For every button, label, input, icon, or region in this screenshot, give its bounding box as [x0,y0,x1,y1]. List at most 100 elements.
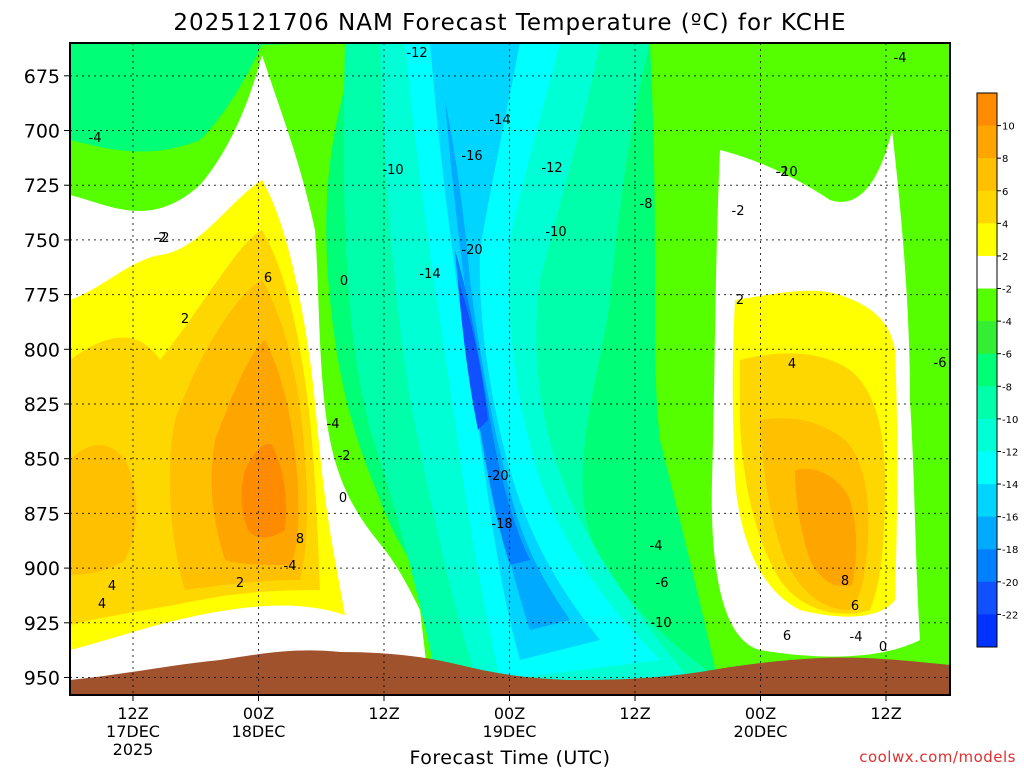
temp-band-neg14 [430,43,600,660]
temp-band-8 [241,443,287,538]
y-tick-label: 875 [24,503,60,525]
colorbar-frame [976,92,998,648]
colorbar-label: -12 [1002,447,1018,458]
contour-label: 2 [236,576,244,591]
x-tick-year: 2025 [113,740,154,759]
contour-label: -4 [894,51,907,66]
x-tick-date: 20DEC [734,722,788,741]
contour-label: -14 [419,267,440,282]
colorbar-swatch [977,516,997,550]
x-tick-date: 17DEC [106,722,160,741]
terrain [70,650,950,695]
credit-text: coolwx.com/models [859,748,1016,766]
colorbar-swatch [977,93,997,127]
temp-band-left-orange [70,445,137,575]
contour-label: -4 [650,539,663,554]
y-tick-label: 900 [24,558,60,580]
y-tick-label: 700 [24,121,60,143]
colorbar-swatch [977,321,997,355]
colorbar-swatch [977,158,997,192]
temp-band-neg20 [458,280,488,430]
contour-label: -10 [545,225,566,240]
contour-label: -12 [541,161,562,176]
contour-label: -8 [640,197,653,212]
x-tick-label: 12Z [117,704,148,723]
contour-label: -18 [491,517,512,532]
colorbar-swatch [977,255,997,290]
x-tick-date: 18DEC [232,722,286,741]
contour-label: -4 [89,131,102,146]
colorbar-swatch [977,451,997,485]
y-tick-label: 675 [24,66,60,88]
contour-label: -14 [489,113,510,128]
contour-label: 4 [108,579,116,594]
contour-label: 2 [736,293,744,308]
colorbar-label: -6 [1002,350,1012,361]
x-axis-label: Forecast Time (UTC) [410,747,611,768]
colorbar-swatch [977,353,997,387]
contour-label: -6 [656,576,669,591]
contour-label: -20 [487,469,508,484]
y-tick-label: 850 [24,449,60,471]
contour-label: -2 [732,204,745,219]
colorbar-label: 6 [1002,187,1008,198]
contour-label: -2 [776,165,789,180]
colorbar-swatch [977,386,997,420]
colorbar-swatch [977,190,997,224]
contour-label: -10 [776,165,797,180]
colorbar-label: 4 [1002,219,1008,230]
x-tick-label: 12Z [368,704,399,723]
y-tick-label: 825 [24,394,60,416]
contour-label: 0 [879,640,887,655]
colorbar-label: -18 [1002,545,1018,556]
colorbar-swatch [977,125,997,159]
x-tick-label: 12Z [870,704,901,723]
colorbar-swatch [977,223,997,257]
x-tick-date: 19DEC [483,722,537,741]
contour-label: 4 [788,357,796,372]
contour-label: 8 [841,574,849,589]
contour-label: -10 [650,616,671,631]
contour-label: -4 [327,417,340,432]
y-tick-label: 925 [24,613,60,635]
contour-label: -16 [461,149,482,164]
colorbar-label: -2 [1002,285,1012,296]
y-tick-label: 800 [24,339,60,361]
y-tick-label: 950 [24,667,60,689]
x-tick-label: 12Z [619,704,650,723]
contour-label: 8 [296,532,304,547]
temp-band-right-6 [795,468,857,587]
colorbar-swatch [977,581,997,615]
colorbar-label: 10 [1002,122,1015,133]
contour-label: -4 [850,630,863,645]
contour-label: -12 [406,46,427,61]
colorbar-label: -14 [1002,480,1018,491]
contour-label: 4 [98,597,106,612]
colorbar-swatch [977,418,997,452]
colorbar-label: 2 [1002,252,1008,263]
colorbar-swatch [977,614,997,648]
colorbar-label: -8 [1002,382,1012,393]
contour-label: 6 [783,629,791,644]
temperature-field [70,43,950,695]
colorbar-label: -20 [1002,578,1018,589]
contour-label: 6 [264,271,272,286]
colorbar-label: -22 [1002,610,1018,621]
contour-labels: -12 -4-4-14-16-12-10-10-8-10-2-20-22-20-1… [89,46,947,655]
y-tick-label: 775 [24,285,60,307]
colorbar-swatch [977,288,997,322]
colorbar-swatch [977,549,997,583]
y-tick-label: 750 [24,230,60,252]
x-tick-label: 00Z [494,704,525,723]
colorbar-label: -4 [1002,317,1012,328]
contour-label: 2 [181,312,189,327]
colorbar-label: 8 [1002,154,1008,165]
contour-label: -2 [154,231,167,246]
contour-label: -4 [284,559,297,574]
y-tick-label: 725 [24,175,60,197]
contour-label: 0 [340,274,348,289]
colorbar: 10 8 6 4 2 -2 -4 -6 -8 -10 -12 -14 -16 -18 -20 -22 [976,92,1018,648]
